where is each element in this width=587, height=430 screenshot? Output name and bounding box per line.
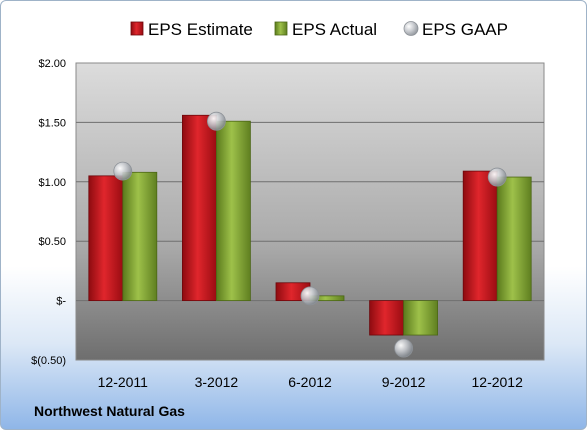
- bar-eps-estimate: [462, 170, 498, 302]
- gaap-markers: [113, 111, 507, 358]
- legend-label: EPS Estimate: [148, 20, 253, 39]
- marker-eps-gaap: [300, 286, 320, 306]
- marker-eps-gaap: [206, 111, 226, 131]
- legend-label: EPS GAAP: [422, 20, 508, 39]
- category-label: 12-2012: [472, 374, 524, 390]
- bar-eps-estimate: [369, 300, 405, 336]
- marker-eps-gaap: [394, 338, 414, 358]
- y-tick-label: $(0.50): [31, 355, 66, 367]
- bar-eps-actual: [496, 176, 532, 302]
- legend-swatch: [403, 21, 419, 36]
- y-tick-label: $-: [56, 296, 66, 308]
- category-label: 3-2012: [195, 374, 239, 390]
- company-name: Northwest Natural Gas: [34, 403, 185, 419]
- category-label: 6-2012: [288, 374, 332, 390]
- bar-eps-estimate: [181, 114, 217, 302]
- legend-swatch: [130, 21, 144, 36]
- category-label: 9-2012: [382, 374, 426, 390]
- y-axis-ticks: $(0.50) $- $0.50 $1.00 $1.50 $2.00: [31, 58, 66, 367]
- y-tick-label: $0.50: [38, 236, 66, 248]
- bar-eps-estimate: [88, 175, 124, 301]
- marker-eps-gaap: [487, 167, 507, 187]
- bar-eps-actual: [215, 120, 251, 301]
- marker-eps-gaap: [113, 161, 133, 181]
- category-label: 12-2011: [98, 374, 149, 390]
- y-tick-label: $2.00: [38, 58, 66, 70]
- x-axis-categories: 12-2011 3-2012 6-2012 9-2012 12-2012: [98, 374, 523, 390]
- bar-eps-actual: [403, 300, 439, 336]
- legend-swatch: [274, 21, 288, 36]
- legend: EPS Estimate EPS Actual EPS GAAP: [130, 20, 508, 39]
- y-tick-label: $1.50: [38, 117, 66, 129]
- bars: [88, 114, 532, 336]
- y-tick-label: $1.00: [38, 177, 66, 189]
- legend-label: EPS Actual: [292, 20, 377, 39]
- bar-eps-actual: [122, 171, 158, 302]
